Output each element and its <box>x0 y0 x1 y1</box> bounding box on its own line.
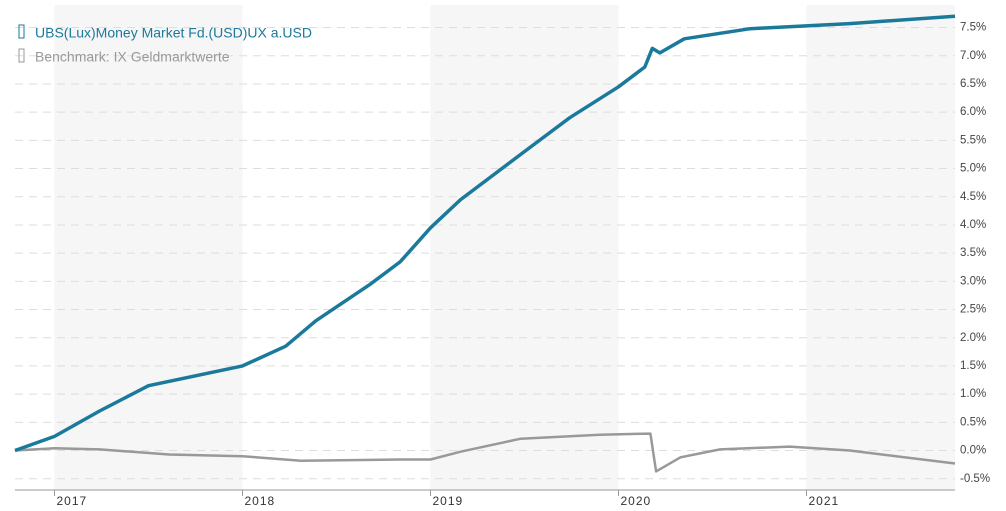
legend-icon <box>18 48 25 63</box>
y-tick-label: 4.0% <box>960 219 986 231</box>
y-tick-label: 6.0% <box>960 106 986 118</box>
y-tick-label: 7.0% <box>960 50 986 62</box>
legend-label[interactable]: UBS(Lux)Money Market Fd.(USD)UX a.USD <box>35 25 312 41</box>
y-tick-label: 7.5% <box>960 22 986 34</box>
y-tick-label: 3.5% <box>960 247 986 259</box>
y-tick-label: 5.5% <box>960 134 986 146</box>
x-tick-label: 2018 <box>244 494 275 508</box>
x-tick-label: 2021 <box>808 494 839 508</box>
y-tick-label: 1.5% <box>960 360 986 372</box>
y-tick-label: 4.5% <box>960 191 986 203</box>
x-tick-label: 2019 <box>432 494 463 508</box>
y-tick-label: -0.5% <box>960 473 990 485</box>
y-tick-label: 1.0% <box>960 388 986 400</box>
x-tick-label: 2020 <box>620 494 651 508</box>
y-tick-label: 0.5% <box>960 416 986 428</box>
series-line <box>14 432 956 473</box>
series-line <box>14 14 956 453</box>
year-band <box>430 5 619 490</box>
year-band <box>806 5 955 490</box>
legend-icon <box>18 24 25 39</box>
x-tick-label: 2017 <box>56 494 87 508</box>
y-tick-label: 2.0% <box>960 332 986 344</box>
y-tick-label: 6.5% <box>960 78 986 90</box>
year-band <box>54 5 243 490</box>
legend-label[interactable]: Benchmark: IX Geldmarktwerte <box>35 49 230 65</box>
y-tick-label: 2.5% <box>960 304 986 316</box>
y-tick-label: 5.0% <box>960 163 986 175</box>
y-tick-label: 3.0% <box>960 275 986 287</box>
y-tick-label: 0.0% <box>960 445 986 457</box>
